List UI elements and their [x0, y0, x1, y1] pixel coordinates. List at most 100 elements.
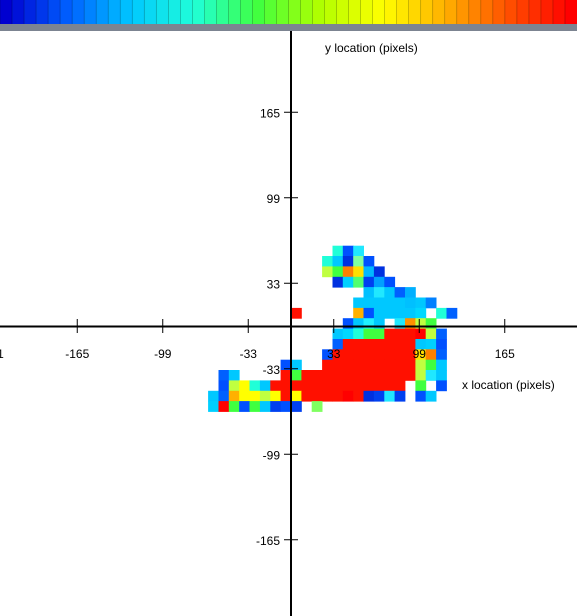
heatmap-cell	[415, 359, 427, 371]
heatmap-cell	[353, 349, 364, 361]
heatmap-cell	[363, 380, 375, 392]
heatmap-cell	[384, 339, 396, 350]
heatmap-cell	[259, 401, 271, 412]
heatmap-cell	[353, 307, 364, 319]
heatmap-cell	[353, 276, 364, 288]
heatmap-cell	[425, 339, 437, 350]
heatmap-cell	[373, 297, 385, 309]
colorbar-segment	[120, 0, 133, 24]
heatmap-cell	[280, 401, 292, 412]
heatmap-cell	[373, 328, 385, 340]
colorbar-segment	[468, 0, 482, 24]
heatmap-cell	[342, 328, 354, 340]
heatmap-cell	[394, 380, 406, 392]
colorbar-border	[0, 24, 577, 31]
heatmap-cell	[353, 256, 364, 267]
heatmap-cell	[342, 318, 354, 329]
heatmap-cell	[332, 359, 344, 371]
colorbar-segment	[84, 0, 97, 24]
x-tick-label: -33	[240, 347, 258, 361]
heatmap-cell	[394, 359, 406, 371]
heatmap-cell	[342, 245, 354, 257]
heatmap-cell	[384, 349, 396, 361]
colorbar-segment	[288, 0, 302, 24]
colorbar-segment	[348, 0, 362, 24]
colorbar-segment	[168, 0, 181, 24]
heatmap-cell	[405, 318, 416, 329]
heatmap-cell	[332, 370, 344, 381]
y-tick-label: -33	[263, 363, 281, 377]
heatmap-cell	[311, 370, 323, 381]
colorbar-segment	[36, 0, 49, 24]
heatmap-cell	[363, 256, 375, 267]
heatmap-cell	[353, 359, 364, 371]
colorbar-segment	[372, 0, 386, 24]
heatmap-cell	[415, 380, 427, 392]
heatmap-cell	[405, 359, 416, 371]
x-tick-label: 33	[327, 347, 341, 361]
heatmap-cell	[363, 318, 375, 329]
heatmap-cell	[363, 297, 375, 309]
colorbar-segment	[0, 0, 13, 24]
heatmap-cell	[394, 297, 406, 309]
heatmap-cell	[218, 390, 230, 402]
heatmap-cell	[363, 287, 375, 298]
heatmap-cell	[291, 307, 302, 319]
colorbar-segment	[72, 0, 85, 24]
heatmap-cell	[239, 401, 250, 412]
heatmap-cell	[415, 390, 427, 402]
colorbar-segment	[252, 0, 265, 24]
heatmap-cell	[270, 380, 282, 392]
colorbar-segment	[528, 0, 542, 24]
heatmap-cell	[218, 370, 230, 381]
heatmap-cell	[311, 380, 323, 392]
colorbar-segment	[204, 0, 217, 24]
heatmap-cell	[332, 328, 344, 340]
heatmap-cell	[415, 297, 427, 309]
heatmap-cell	[363, 276, 375, 288]
heatmap-cell	[332, 256, 344, 267]
heatmap-cell	[332, 339, 344, 350]
heatmap-cell	[342, 390, 354, 402]
heatmap-cell	[373, 266, 385, 278]
colorbar-segment	[552, 0, 566, 24]
heatmap-cell	[208, 390, 219, 402]
heatmap-cell	[311, 401, 323, 412]
colorbar-segment	[228, 0, 241, 24]
heatmap-cell	[394, 287, 406, 298]
heatmap-cell	[332, 245, 344, 257]
heatmap-plot: -231 -165 -99 -33 33 99 165 165 99 33 -33 -99 -165 y…	[0, 31, 577, 616]
heatmap-cell	[363, 390, 375, 402]
colorbar-segment	[48, 0, 61, 24]
x-tick-label: -99	[154, 347, 172, 361]
heatmap-cell	[394, 318, 406, 329]
heatmap-cell	[405, 307, 416, 319]
heatmap-cell	[373, 380, 385, 392]
heatmap-cell	[353, 339, 364, 350]
x-tick-label: 165	[495, 347, 515, 361]
heatmap-cell	[353, 245, 364, 257]
heatmap-cell	[373, 318, 385, 329]
colorbar-segment	[24, 0, 37, 24]
heatmap-cell	[228, 380, 240, 392]
heatmap-cell	[415, 318, 427, 329]
colorbar-segment	[264, 0, 277, 24]
heatmap-cell	[291, 401, 302, 412]
heatmap-cell	[291, 370, 302, 381]
heatmap-cell	[373, 276, 385, 288]
heatmap-cell	[249, 380, 261, 392]
heatmap-cell	[353, 370, 364, 381]
heatmap-cell	[394, 349, 406, 361]
colorbar-segment	[504, 0, 518, 24]
heatmap-cell	[415, 370, 427, 381]
heatmap-cell	[342, 339, 354, 350]
heatmap-cell	[353, 328, 364, 340]
colorbar-segment	[216, 0, 229, 24]
heatmap-cell	[405, 349, 416, 361]
heatmap-cell	[415, 328, 427, 340]
heatmap-cell	[373, 287, 385, 298]
colorbar-segment	[432, 0, 446, 24]
heatmap-cells	[208, 245, 458, 412]
colorbar-segment	[240, 0, 253, 24]
heatmap-cell	[384, 297, 396, 309]
